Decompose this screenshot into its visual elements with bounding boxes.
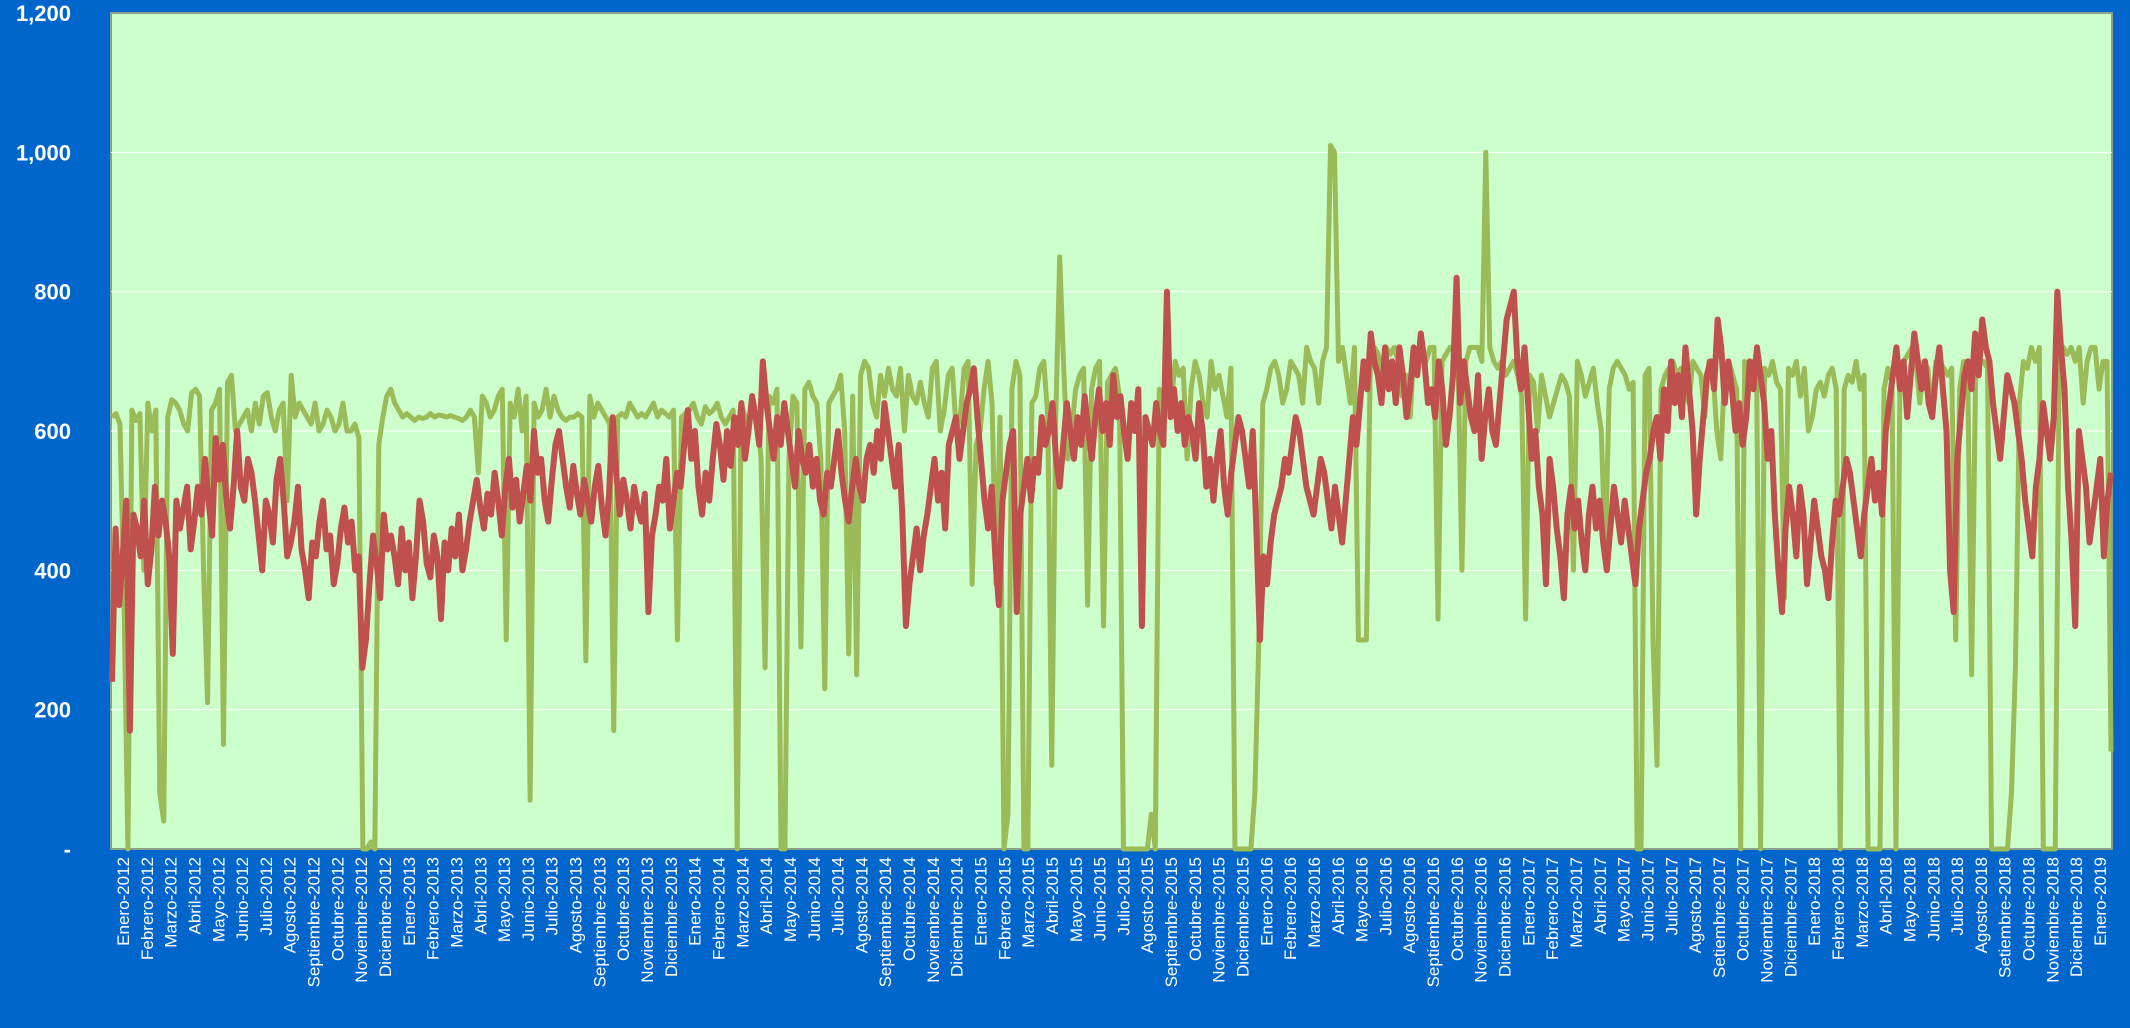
x-tick-label: Junio-2013: [519, 857, 538, 941]
x-tick-label: Enero-2017: [1519, 857, 1538, 946]
x-tick-label: Enero-2014: [686, 857, 705, 946]
y-tick-label: 400: [34, 558, 71, 583]
x-tick-label: Febrero-2015: [995, 857, 1014, 960]
x-tick-label: Agosto-2014: [852, 857, 871, 953]
x-tick-label: Octubre-2012: [328, 857, 347, 961]
x-tick-label: Julio-2014: [829, 857, 848, 935]
x-tick-label: Septiembre-2012: [305, 857, 324, 987]
x-tick-label: Septiembre-2016: [1424, 857, 1443, 987]
x-tick-label: Julio-2016: [1376, 857, 1395, 935]
x-tick-label: Febrero-2018: [1829, 857, 1848, 960]
x-tick-label: Abril-2017: [1591, 857, 1610, 935]
x-tick-label: Agosto-2013: [567, 857, 586, 953]
x-tick-label: Mayo-2012: [209, 857, 228, 942]
x-tick-label: Junio-2015: [1091, 857, 1110, 941]
x-axis: Enero-2012 Febrero-2012 Marzo-2012 Abril-20…: [114, 857, 2110, 987]
x-tick-label: Febrero-2016: [1281, 857, 1300, 960]
x-tick-label: Diciembre-2014: [948, 857, 967, 977]
x-tick-label: Julio-2017: [1662, 857, 1681, 935]
y-axis: - 200 400 600 800 1,000 1,200: [16, 1, 71, 862]
x-tick-label: Octubre-2016: [1448, 857, 1467, 961]
x-tick-label: Mayo-2016: [1353, 857, 1372, 942]
series-line-1: [109, 274, 2114, 734]
x-tick-label: Enero-2018: [1805, 857, 1824, 946]
y-tick-label: 600: [34, 419, 71, 444]
x-tick-label: Diciembre-2016: [1496, 857, 1515, 977]
x-tick-label: Octubre-2015: [1186, 857, 1205, 961]
x-tick-label: Octubre-2017: [1734, 857, 1753, 961]
x-tick-label: Octubre-2013: [614, 857, 633, 961]
y-tick-label: 800: [34, 280, 71, 305]
x-tick-label: Marzo-2015: [1019, 857, 1038, 948]
x-tick-label: Octubre-2014: [900, 857, 919, 961]
x-tick-label: Febrero-2012: [138, 857, 157, 960]
x-tick-label: Noviembre-2016: [1472, 857, 1491, 983]
x-tick-label: Enero-2015: [972, 857, 991, 946]
x-tick-label: Setiembre-2017: [1710, 857, 1729, 978]
y-tick-label: -: [64, 837, 71, 862]
x-tick-label: Enero-2013: [400, 857, 419, 946]
x-tick-label: Junio-2018: [1924, 857, 1943, 941]
x-tick-label: Agosto-2017: [1686, 857, 1705, 953]
x-tick-label: Diciembre-2012: [376, 857, 395, 977]
x-tick-label: Marzo-2014: [733, 857, 752, 948]
x-tick-label: Enero-2016: [1257, 857, 1276, 946]
x-tick-label: Junio-2014: [805, 857, 824, 941]
x-tick-label: Febrero-2017: [1543, 857, 1562, 960]
x-tick-label: Febrero-2013: [424, 857, 443, 960]
x-tick-label: Mayo-2014: [781, 857, 800, 942]
x-tick-label: Julio-2013: [543, 857, 562, 935]
x-tick-label: Mayo-2017: [1615, 857, 1634, 942]
x-tick-label: Marzo-2013: [448, 857, 467, 948]
x-tick-label: Abril-2015: [1043, 857, 1062, 935]
x-tick-label: Noviembre-2014: [924, 857, 943, 983]
y-tick-label: 1,200: [16, 1, 71, 26]
y-tick-label: 1,000: [16, 140, 71, 165]
x-tick-label: Marzo-2012: [162, 857, 181, 948]
x-tick-label: Abril-2014: [757, 857, 776, 935]
x-tick-label: Diciembre-2017: [1781, 857, 1800, 977]
x-tick-label: Noviembre-2012: [352, 857, 371, 983]
x-tick-label: Febrero-2014: [710, 857, 729, 960]
x-tick-label: Septiembre-2013: [590, 857, 609, 987]
series-layer: [109, 142, 2114, 852]
x-tick-label: Mayo-2015: [1067, 857, 1086, 942]
x-tick-label: Agosto-2018: [1972, 857, 1991, 953]
x-tick-label: Abril-2013: [471, 857, 490, 935]
x-tick-label: Enero-2019: [2091, 857, 2110, 946]
x-tick-label: Agosto-2012: [281, 857, 300, 953]
x-tick-label: Septiembre-2014: [876, 857, 895, 987]
x-tick-label: Julio-2012: [257, 857, 276, 935]
x-tick-label: Noviembre-2015: [1210, 857, 1229, 983]
x-tick-label: Septiembre-2015: [1162, 857, 1181, 987]
x-tick-label: Diciembre-2015: [1234, 857, 1253, 977]
x-tick-label: Noviembre-2013: [638, 857, 657, 983]
x-tick-label: Abril-2012: [186, 857, 205, 935]
x-tick-label: Mayo-2018: [1900, 857, 1919, 942]
x-tick-label: Agosto-2015: [1138, 857, 1157, 953]
x-tick-label: Marzo-2018: [1853, 857, 1872, 948]
x-tick-label: Junio-2012: [233, 857, 252, 941]
x-tick-label: Setiembre-2018: [1996, 857, 2015, 978]
x-tick-label: Agosto-2016: [1400, 857, 1419, 953]
x-tick-label: Noviembre-2018: [2043, 857, 2062, 983]
x-tick-label: Julio-2018: [1948, 857, 1967, 935]
x-tick-label: Diciembre-2018: [2067, 857, 2086, 977]
x-tick-label: Abril-2018: [1877, 857, 1896, 935]
x-tick-label: Noviembre-2017: [1758, 857, 1777, 983]
x-tick-label: Octubre-2018: [2020, 857, 2039, 961]
x-tick-label: Enero-2012: [114, 857, 133, 946]
x-tick-label: Marzo-2017: [1567, 857, 1586, 948]
x-tick-label: Junio-2017: [1638, 857, 1657, 941]
x-tick-label: Abril-2016: [1329, 857, 1348, 935]
x-tick-label: Marzo-2016: [1305, 857, 1324, 948]
y-tick-label: 200: [34, 698, 71, 723]
x-tick-label: Diciembre-2013: [662, 857, 681, 977]
x-tick-label: Mayo-2013: [495, 857, 514, 942]
x-tick-label: Julio-2015: [1114, 857, 1133, 935]
